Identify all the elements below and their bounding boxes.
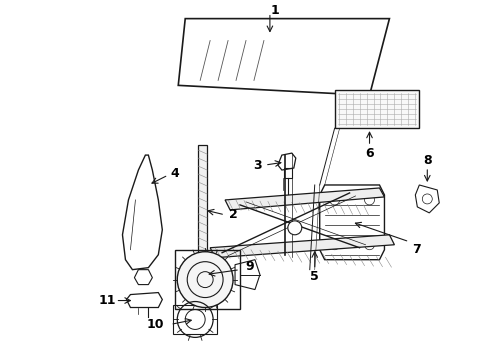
Text: 6: 6 bbox=[365, 147, 374, 159]
Polygon shape bbox=[225, 188, 385, 210]
Polygon shape bbox=[335, 90, 419, 128]
Text: 10: 10 bbox=[147, 318, 164, 331]
Text: 11: 11 bbox=[99, 294, 116, 307]
Circle shape bbox=[177, 252, 233, 307]
Text: 1: 1 bbox=[270, 4, 279, 17]
Text: 8: 8 bbox=[423, 154, 432, 167]
Text: 5: 5 bbox=[310, 270, 319, 283]
Text: 7: 7 bbox=[412, 243, 421, 256]
Polygon shape bbox=[198, 145, 207, 275]
Text: 3: 3 bbox=[254, 158, 262, 172]
Polygon shape bbox=[210, 235, 394, 258]
Text: 4: 4 bbox=[171, 167, 180, 180]
Text: 2: 2 bbox=[229, 208, 238, 221]
Text: 9: 9 bbox=[245, 260, 254, 273]
Circle shape bbox=[288, 221, 302, 235]
